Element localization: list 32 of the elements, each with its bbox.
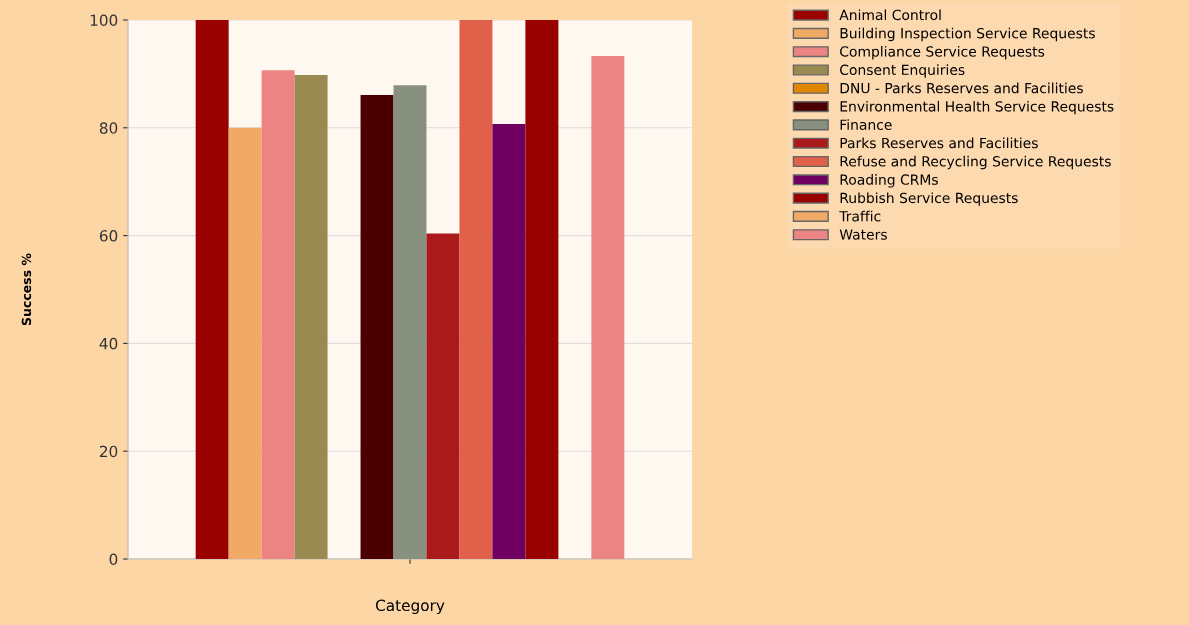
bar (261, 70, 295, 559)
legend-label: Environmental Health Service Requests (840, 100, 1114, 115)
bar (294, 74, 328, 559)
y-tick-label: 20 (99, 445, 118, 458)
legend-label: Waters (839, 229, 887, 240)
y-axis-title: Success % (21, 253, 32, 326)
bar (228, 127, 262, 559)
bar (426, 233, 460, 559)
legend-label: DNU - Parks Reserves and Facilities (840, 82, 1083, 94)
bar (393, 85, 427, 559)
bar (459, 20, 493, 559)
y-tick-label: 80 (99, 122, 118, 134)
legend-label: Compliance Service Requests (840, 45, 1045, 60)
legend-label: Roading CRMs (840, 174, 938, 188)
bar (525, 20, 559, 559)
x-axis-title: Category (375, 599, 445, 615)
legend-label: Animal Control (839, 9, 941, 21)
bar (591, 56, 625, 559)
y-tick-label: 40 (99, 337, 118, 350)
legend-label: Building Inspection Service Requests (840, 27, 1095, 42)
legend-label: Traffic (839, 210, 881, 222)
bar (195, 20, 229, 559)
y-tick-label: 100 (90, 14, 118, 27)
legend-label: Rubbish Service Requests (840, 192, 1018, 206)
legend-label: Parks Reserves and Facilities (840, 137, 1038, 149)
legend-label: Finance (840, 119, 892, 130)
bar (360, 94, 394, 559)
y-tick-label: 0 (109, 553, 118, 566)
legend-label: Consent Enquiries (840, 64, 965, 78)
legend-label: Refuse and Recycling Service Requests (840, 155, 1111, 170)
y-tick-label: 60 (99, 230, 118, 242)
bar (492, 124, 526, 559)
